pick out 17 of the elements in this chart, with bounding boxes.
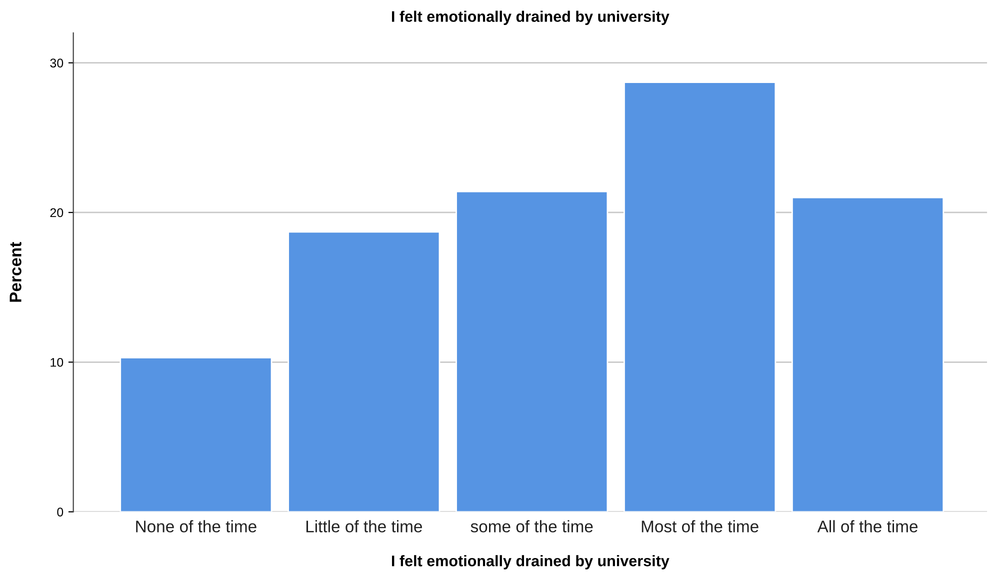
x-tick-label: Most of the time xyxy=(642,520,758,532)
bar xyxy=(624,82,776,512)
x-tick-label: some of the time xyxy=(470,520,593,532)
y-tick-label: 0 xyxy=(57,508,64,516)
bar xyxy=(288,231,440,512)
chart-title: I felt emotionally drained by university xyxy=(392,10,670,25)
bar xyxy=(120,356,272,512)
y-tick-label: 20 xyxy=(50,208,64,218)
y-tick-label: 10 xyxy=(50,358,64,367)
x-tick-label: All of the time xyxy=(817,520,918,532)
x-tick-label: None of the time xyxy=(136,520,256,532)
x-tick-label: Little of the time xyxy=(306,520,422,532)
y-tick-label: 30 xyxy=(50,58,64,68)
bar xyxy=(792,196,944,512)
bar xyxy=(456,190,608,512)
x-axis-title: I felt emotionally drained by university xyxy=(392,555,670,570)
y-axis-title: Percent xyxy=(10,242,22,302)
